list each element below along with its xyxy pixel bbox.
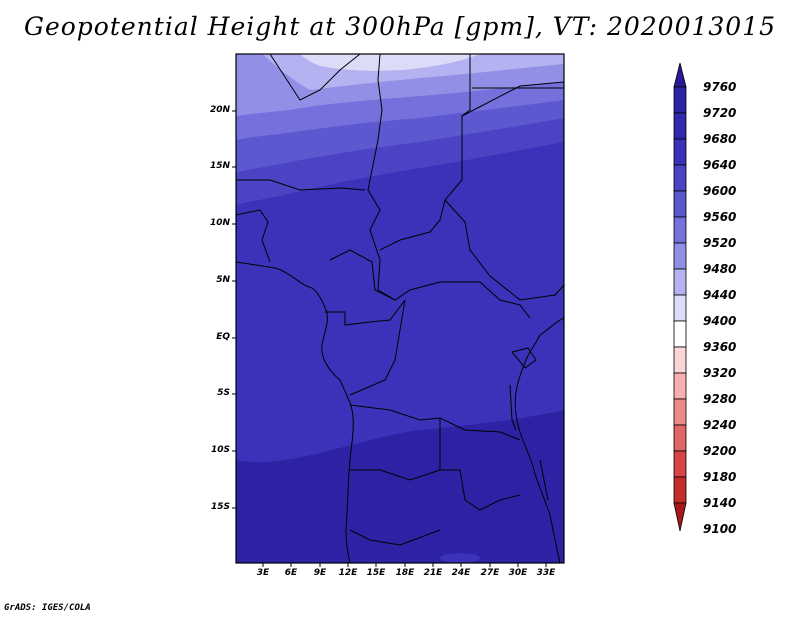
lon-label-24e: 24E <box>451 568 471 578</box>
lat-label-15n: 15N <box>209 161 230 171</box>
border-8 <box>444 199 564 301</box>
border-5 <box>236 209 271 263</box>
colorbar-swatch <box>673 424 687 452</box>
height-field <box>236 54 564 563</box>
lake-tanganyika <box>509 384 517 431</box>
colorbar-swatch <box>673 62 687 88</box>
colorbar-swatch <box>673 138 687 166</box>
lat-label-20n: 20N <box>209 105 230 115</box>
colorbar-swatch <box>673 242 687 270</box>
borders <box>236 54 564 563</box>
colorbar-swatch <box>673 320 687 348</box>
colorbar-swatch <box>673 216 687 244</box>
colorbar-label-9600: 9600 <box>703 184 737 198</box>
lon-label-6e: 6E <box>284 568 298 578</box>
footer-credit: GrADS: IGES/COLA <box>4 603 91 613</box>
border-2 <box>367 54 396 301</box>
band-low-south <box>236 410 564 563</box>
colorbar-swatch <box>673 112 687 140</box>
lon-label-15e: 15E <box>366 568 386 578</box>
lon-ticks <box>262 563 547 567</box>
colorbar-label-9720: 9720 <box>703 106 737 120</box>
colorbar-label-9140: 9140 <box>703 496 737 510</box>
colorbar-swatch <box>673 372 687 400</box>
coastline-east <box>514 317 564 563</box>
lon-label-21e: 21E <box>423 568 443 578</box>
colorbar-label-9680: 9680 <box>703 132 737 146</box>
colorbar-label-9640: 9640 <box>703 158 737 172</box>
colorbar-label-9320: 9320 <box>703 366 737 380</box>
colorbar-swatch <box>673 268 687 296</box>
colorbar <box>673 62 687 532</box>
colorbar-label-9200: 9200 <box>703 444 737 458</box>
colorbar-swatch <box>673 476 687 504</box>
colorbar-label-9360: 9360 <box>703 340 737 354</box>
colorbar-label-9240: 9240 <box>703 418 737 432</box>
lat-label-5n: 5N <box>216 275 230 285</box>
coastline-west <box>236 261 354 563</box>
colorbar-swatch <box>673 346 687 374</box>
lon-label-27e: 27E <box>480 568 500 578</box>
lon-label-18e: 18E <box>395 568 415 578</box>
lat-ticks <box>232 110 236 509</box>
colorbar-label-9180: 9180 <box>703 470 737 484</box>
colorbar-label-9400: 9400 <box>703 314 737 328</box>
lon-label-33e: 33E <box>536 568 556 578</box>
border-9 <box>329 249 531 319</box>
colorbar-swatch <box>673 190 687 218</box>
lat-label-5s: 5S <box>217 388 230 398</box>
colorbar-swatch <box>673 86 687 114</box>
border-11 <box>349 299 406 396</box>
colorbar-swatch <box>673 294 687 322</box>
lon-label-9e: 9E <box>313 568 327 578</box>
border-14 <box>350 469 441 481</box>
border-6 <box>461 81 564 117</box>
lat-label-15s: 15S <box>210 502 230 512</box>
colorbar-swatch <box>673 502 687 532</box>
border-4 <box>236 179 366 191</box>
border-10 <box>325 299 406 326</box>
colorbar-label-9280: 9280 <box>703 392 737 406</box>
colorbar-label-9520: 9520 <box>703 236 737 250</box>
colorbar-label-9440: 9440 <box>703 288 737 302</box>
colorbar-label-9760: 9760 <box>703 80 737 94</box>
colorbar-swatch <box>673 164 687 192</box>
colorbar-label-9480: 9480 <box>703 262 737 276</box>
lon-label-12e: 12E <box>338 568 358 578</box>
lake-victoria <box>511 347 537 369</box>
border-1 <box>269 54 361 101</box>
colorbar-label-9100: 9100 <box>703 522 737 536</box>
lon-label-30e: 30E <box>508 568 528 578</box>
lat-label-eq: EQ <box>216 332 230 342</box>
border-15 <box>349 529 441 546</box>
southern-blob <box>440 553 480 563</box>
lat-label-10n: 10N <box>209 218 230 228</box>
lake-malawi <box>539 459 549 501</box>
colorbar-swatch <box>673 450 687 478</box>
lon-label-3e: 3E <box>256 568 270 578</box>
lat-label-10s: 10S <box>210 445 230 455</box>
map-frame <box>235 53 565 564</box>
colorbar-label-9560: 9560 <box>703 210 737 224</box>
colorbar-swatch <box>673 398 687 426</box>
chart-title: Geopotential Height at 300hPa [gpm], VT:… <box>23 12 777 41</box>
